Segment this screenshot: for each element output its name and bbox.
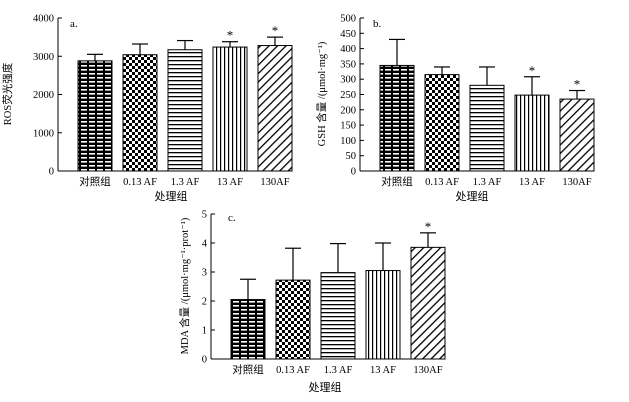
bar-3 bbox=[514, 94, 550, 172]
y-tick-label: 4 bbox=[202, 239, 208, 250]
x-tick-label: 0.13 AF bbox=[425, 177, 459, 188]
y-tick-label: 500 bbox=[340, 14, 356, 25]
bar-4 bbox=[257, 45, 293, 172]
x-tick-label: 13 AF bbox=[519, 177, 545, 188]
y-tick-label: 0 bbox=[49, 167, 54, 178]
y-tick-label: 5 bbox=[202, 210, 207, 221]
bar-3 bbox=[212, 46, 248, 172]
y-tick-label: 1000 bbox=[33, 128, 54, 139]
y-tick-label: 3 bbox=[202, 268, 207, 279]
y-tick-label: 2000 bbox=[33, 90, 54, 101]
x-tick-label: 130AF bbox=[413, 365, 442, 376]
panel-label: c. bbox=[228, 212, 236, 224]
panel-label: a. bbox=[70, 18, 78, 30]
y-axis-label: ROS荧光强度 bbox=[1, 62, 14, 125]
bar-2 bbox=[469, 84, 505, 172]
significance-marker-3: * bbox=[227, 28, 234, 43]
y-tick-label: 50 bbox=[346, 151, 357, 162]
y-axis-label: GSH 含量 /(μmol·mg⁻¹) bbox=[315, 41, 328, 146]
y-tick-label: 100 bbox=[340, 136, 356, 147]
x-tick-label: 对照组 bbox=[79, 175, 111, 188]
y-tick-label: 250 bbox=[340, 90, 356, 101]
x-axis-label: 处理组 bbox=[155, 189, 188, 203]
x-axis-label: 处理组 bbox=[309, 380, 342, 394]
bar-4 bbox=[410, 246, 446, 360]
y-tick-label: 150 bbox=[340, 121, 356, 132]
y-tick-label: 450 bbox=[340, 29, 356, 40]
y-tick-label: 200 bbox=[340, 105, 356, 116]
x-tick-label: 13 AF bbox=[217, 177, 243, 188]
bar-0 bbox=[77, 60, 113, 172]
significance-marker-4: * bbox=[272, 23, 279, 38]
y-tick-label: 0 bbox=[202, 355, 207, 366]
bar-4 bbox=[559, 98, 595, 172]
x-tick-label: 1.3 AF bbox=[171, 177, 200, 188]
bar-0 bbox=[379, 64, 415, 172]
y-tick-label: 300 bbox=[340, 75, 356, 86]
significance-marker-4: * bbox=[574, 77, 581, 92]
y-tick-label: 0 bbox=[351, 167, 356, 178]
x-tick-label: 对照组 bbox=[232, 363, 264, 376]
y-tick-label: 1 bbox=[202, 326, 207, 337]
x-axis-label: 处理组 bbox=[456, 189, 489, 203]
chart-panel-c: 0 1 2 3 4 5 * 对照组 0.13 AF 1.3 AF 13 AF 130AF c. 处… bbox=[178, 210, 446, 394]
x-tick-label: 1.3 AF bbox=[473, 177, 502, 188]
x-tick-label: 对照组 bbox=[381, 175, 413, 188]
bar-1 bbox=[122, 54, 158, 172]
panel-label: b. bbox=[373, 18, 382, 30]
x-tick-label: 0.13 AF bbox=[123, 177, 157, 188]
significance-marker-4: * bbox=[425, 219, 432, 234]
chart-panel-a: 0 1000 2000 3000 4000 * * 对照组 0.13 AF 1.3 AF 13 … bbox=[1, 14, 293, 203]
y-tick-label: 4000 bbox=[33, 14, 54, 25]
x-tick-label: 0.13 AF bbox=[276, 365, 310, 376]
bar-2 bbox=[320, 272, 356, 360]
y-tick-label: 400 bbox=[340, 44, 356, 55]
significance-marker-3: * bbox=[529, 63, 536, 78]
bar-2 bbox=[167, 49, 203, 172]
chart-panel-b: 0 50 100 150 200 250 300 350 400 450 500 * * 对照组 0.1… bbox=[315, 14, 595, 203]
bar-3 bbox=[365, 270, 401, 360]
bar-1 bbox=[424, 74, 460, 172]
bar-1 bbox=[275, 279, 311, 360]
bar-0 bbox=[230, 299, 266, 360]
y-tick-label: 350 bbox=[340, 59, 356, 70]
x-tick-label: 130AF bbox=[562, 177, 591, 188]
x-tick-label: 1.3 AF bbox=[324, 365, 353, 376]
x-tick-label: 130AF bbox=[260, 177, 289, 188]
x-tick-label: 13 AF bbox=[370, 365, 396, 376]
y-tick-label: 3000 bbox=[33, 52, 54, 63]
y-axis-label: MDA 含量 /(μmol·mg⁻¹·prot⁻¹) bbox=[178, 217, 191, 354]
y-tick-label: 2 bbox=[202, 297, 207, 308]
